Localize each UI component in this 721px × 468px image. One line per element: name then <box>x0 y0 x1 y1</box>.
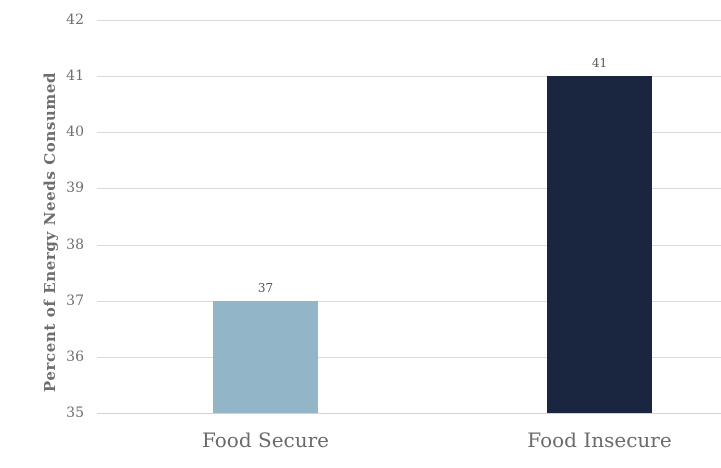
x-axis-line <box>97 413 721 414</box>
bar-value-label-food-insecure: 41 <box>591 56 608 70</box>
gridline <box>97 245 721 246</box>
y-tick-label: 39 <box>66 180 84 196</box>
y-tick-label: 38 <box>66 237 84 253</box>
y-tick-label: 42 <box>66 12 84 28</box>
x-category-label-food-secure: Food Secure <box>201 428 330 452</box>
x-category-label-food-insecure: Food Insecure <box>527 428 672 452</box>
gridline <box>97 301 721 302</box>
y-tick-label: 41 <box>66 68 84 84</box>
bar-food-secure <box>213 301 318 413</box>
y-tick-label: 36 <box>66 349 84 365</box>
y-tick-label: 40 <box>66 124 84 140</box>
bar-value-label-food-secure: 37 <box>257 281 274 295</box>
gridline <box>97 76 721 77</box>
y-axis-title: Percent of Energy Needs Consumed <box>41 71 59 393</box>
gridline <box>97 188 721 189</box>
gridline <box>97 132 721 133</box>
gridline <box>97 20 721 21</box>
bar-food-insecure <box>547 76 652 413</box>
y-tick-label: 35 <box>66 405 84 421</box>
y-tick-label: 37 <box>66 293 84 309</box>
gridline <box>97 357 721 358</box>
